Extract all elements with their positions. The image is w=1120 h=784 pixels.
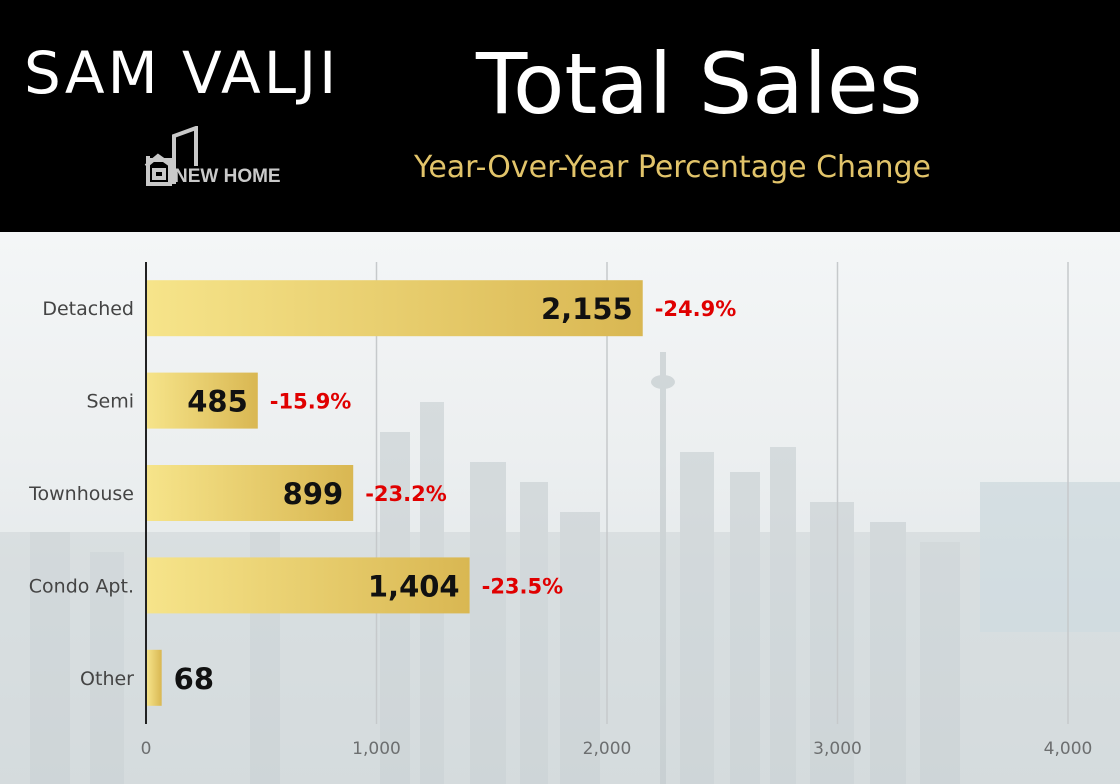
value-label: 2,155 xyxy=(541,292,633,326)
bar-condo-apt xyxy=(147,557,470,614)
labels: Detached 2,155 -24.9% Semi 485 -15.9% Townhous… xyxy=(28,292,736,696)
value-label: 899 xyxy=(283,477,344,511)
category-label: Other xyxy=(80,668,134,690)
x-tick-label: 0 xyxy=(141,739,152,759)
value-label: 485 xyxy=(187,385,248,419)
logo-text: NEW HOME xyxy=(174,166,281,187)
new-home-logo: NEW HOME xyxy=(144,126,281,187)
value-label: 1,404 xyxy=(368,569,460,603)
bar-detached xyxy=(147,280,643,337)
x-tick-label: 2,000 xyxy=(583,739,632,759)
bar-other xyxy=(147,649,162,706)
bars xyxy=(147,280,643,706)
change-label: -24.9% xyxy=(655,297,737,321)
category-label: Semi xyxy=(86,391,134,413)
chart-title: Total Sales xyxy=(476,35,923,133)
gridlines: 0 1,000 2,000 3,000 4,000 xyxy=(141,262,1093,759)
chart-subtitle: Year-Over-Year Percentage Change xyxy=(414,150,931,185)
category-label: Townhouse xyxy=(28,483,134,505)
house-logo-icon xyxy=(144,126,198,186)
change-label: -15.9% xyxy=(270,390,352,414)
category-label: Detached xyxy=(42,298,134,320)
x-tick-label: 3,000 xyxy=(813,739,862,759)
x-tick-label: 4,000 xyxy=(1044,739,1093,759)
value-label: 68 xyxy=(174,662,214,696)
change-label: -23.5% xyxy=(482,574,564,598)
brand-name: SAM VALJI xyxy=(24,39,340,107)
x-tick-label: 1,000 xyxy=(352,739,401,759)
bar-semi xyxy=(147,372,258,429)
bar-townhouse xyxy=(147,465,354,521)
bar-chart: 0 1,000 2,000 3,000 4,000 Detached 2,155 -24.9… xyxy=(28,262,1093,759)
change-label: -23.2% xyxy=(365,482,447,506)
header-banner: SAM VALJI NEW HOME Total Sales Year-Over… xyxy=(0,0,1120,232)
category-label: Condo Apt. xyxy=(29,575,134,597)
